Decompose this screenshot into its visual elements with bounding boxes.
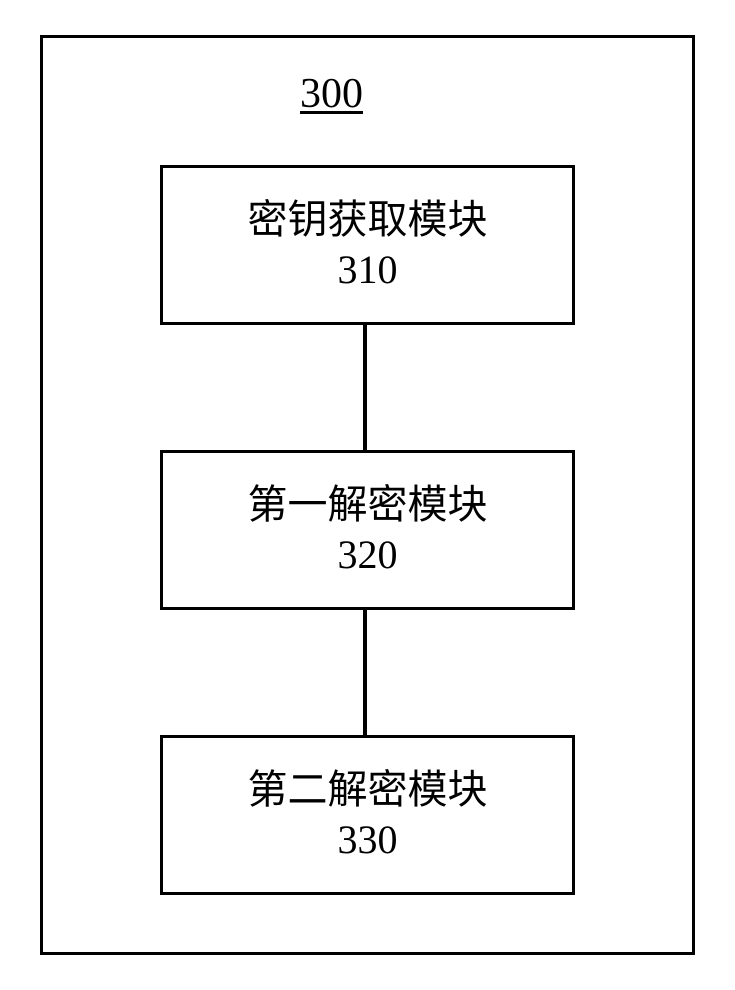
- node-first-decryption-module: 第一解密模块 320: [160, 450, 575, 610]
- node-key-acquisition-module: 密钥获取模块 310: [160, 165, 575, 325]
- node-second-decryption-module: 第二解密模块 330: [160, 735, 575, 895]
- edge-320-to-330: [363, 610, 367, 735]
- edge-310-to-320: [363, 325, 367, 450]
- node-number: 330: [338, 815, 398, 865]
- node-number: 320: [338, 530, 398, 580]
- node-number: 310: [338, 245, 398, 295]
- node-label: 第二解密模块: [248, 765, 488, 815]
- node-label: 密钥获取模块: [248, 195, 488, 245]
- diagram-title: 300: [300, 70, 363, 118]
- node-label: 第一解密模块: [248, 480, 488, 530]
- diagram-canvas: 300 密钥获取模块 310 第一解密模块 320 第二解密模块 330: [0, 0, 735, 990]
- diagram-title-text: 300: [300, 71, 363, 117]
